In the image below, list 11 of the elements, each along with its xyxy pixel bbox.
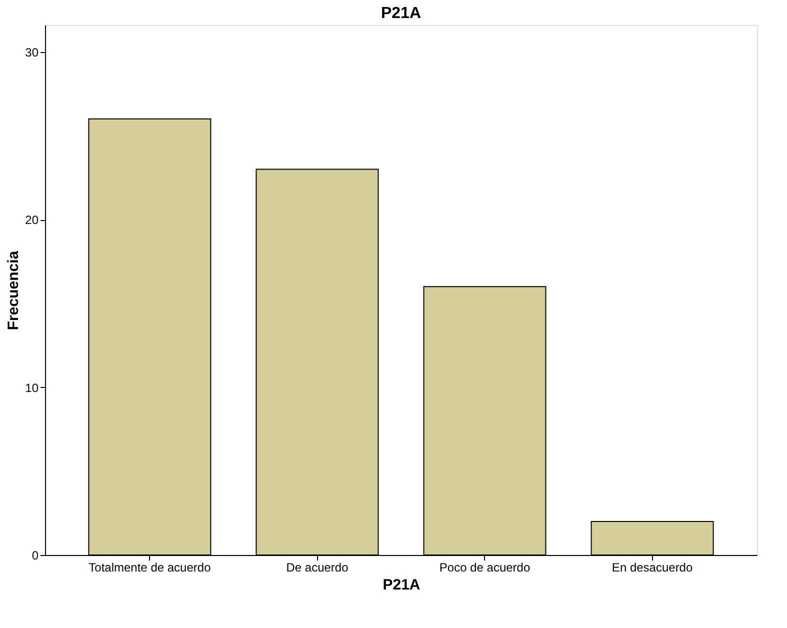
y-tick-label: 0 — [32, 548, 39, 562]
y-axis-title: Frecuencia — [5, 250, 22, 330]
y-tick-label: 20 — [25, 213, 39, 228]
y-tick-label: 30 — [25, 45, 39, 60]
x-tick-label: En desacuerdo — [612, 560, 693, 574]
x-tick-label: Poco de acuerdo — [439, 560, 530, 574]
x-tick-label: Totalmente de acuerdo — [88, 560, 212, 574]
x-tick-label: De acuerdo — [286, 560, 349, 574]
y-tick-label: 10 — [25, 380, 39, 395]
x-axis-title: P21A — [382, 576, 420, 594]
chart-title: P21A — [380, 5, 422, 22]
